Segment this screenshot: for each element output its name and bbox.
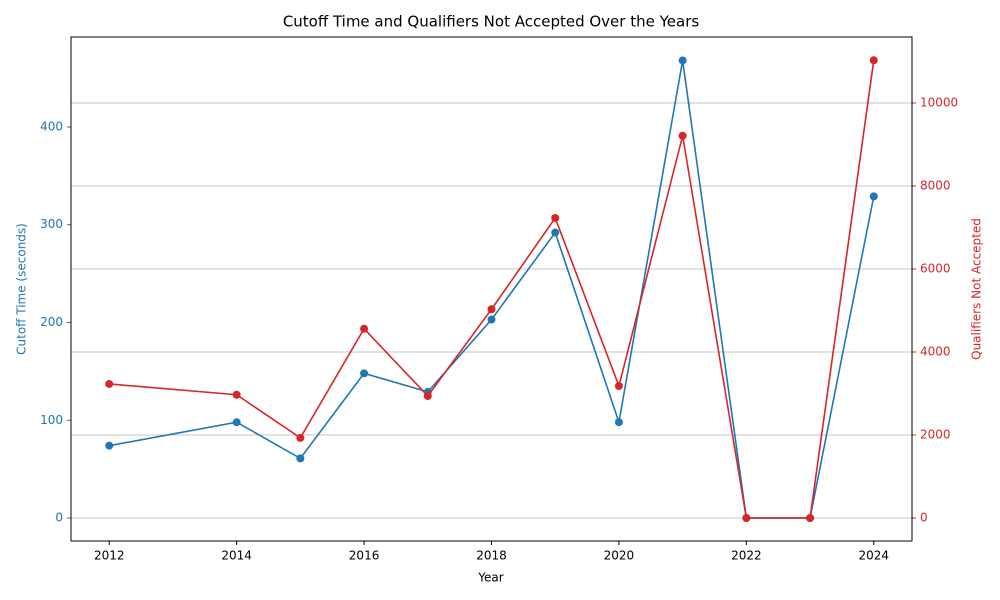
point — [296, 433, 305, 442]
y-axis-label: Cutoff Time (seconds) — [15, 223, 29, 355]
y-tick-label: 300 — [40, 217, 63, 231]
plot-frame — [70, 36, 913, 542]
x-tick-label: 2022 — [731, 549, 762, 563]
y-tick-label: 100 — [40, 413, 63, 427]
series-line — [109, 60, 875, 519]
y2-tick-label: 6000 — [920, 261, 951, 275]
y2-tick-label: 0 — [920, 511, 928, 525]
x-tick-label: 2016 — [349, 549, 380, 563]
point — [806, 514, 815, 523]
point — [678, 131, 687, 140]
point — [105, 379, 114, 388]
point — [614, 418, 623, 427]
point — [296, 454, 305, 463]
point — [614, 382, 623, 391]
y2-tick-label: 10000 — [920, 95, 958, 109]
point — [742, 514, 751, 523]
x-tick-label: 2024 — [858, 549, 889, 563]
point — [232, 390, 241, 399]
chart-title: Cutoff Time and Qualifiers Not Accepted … — [283, 13, 700, 31]
point — [678, 56, 687, 65]
point — [360, 369, 369, 378]
point — [487, 305, 496, 314]
y2-tick-label: 8000 — [920, 178, 951, 192]
point — [423, 391, 432, 400]
y2-tick-label: 2000 — [920, 428, 951, 442]
point — [551, 213, 560, 222]
point — [105, 441, 114, 450]
y-tick-label: 200 — [40, 315, 63, 329]
point — [487, 315, 496, 324]
point — [551, 228, 560, 237]
x-tick-label: 2012 — [94, 549, 125, 563]
y2-axis-label: Qualifiers Not Accepted — [970, 218, 984, 360]
point — [360, 324, 369, 333]
point — [869, 56, 878, 65]
y-tick-label: 400 — [40, 119, 63, 133]
y2-tick-label: 4000 — [920, 345, 951, 359]
x-axis-label: Year — [477, 571, 503, 585]
y-tick-label: 0 — [55, 511, 63, 525]
x-tick-label: 2018 — [476, 549, 507, 563]
point — [869, 192, 878, 201]
point — [232, 418, 241, 427]
x-tick-label: 2014 — [221, 549, 252, 563]
x-tick-label: 2020 — [604, 549, 635, 563]
